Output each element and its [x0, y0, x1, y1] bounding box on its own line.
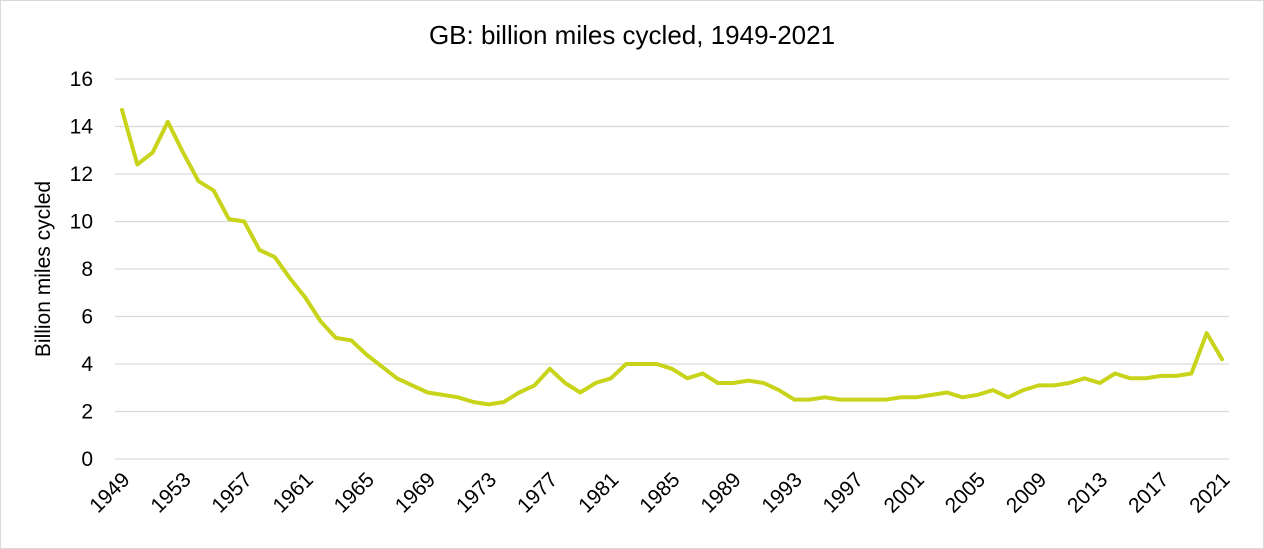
x-tick-label: 1997 — [819, 468, 868, 517]
y-tick-label: 2 — [81, 401, 93, 424]
x-tick-label: 2001 — [880, 468, 929, 517]
y-axis-label: Billion miles cycled — [32, 181, 55, 357]
gridlines — [115, 78, 1229, 460]
chart-title: GB: billion miles cycled, 1949-2021 — [429, 20, 835, 50]
y-tick-label: 0 — [81, 448, 93, 471]
y-tick-label: 14 — [70, 116, 94, 139]
x-tick-label: 1985 — [635, 468, 684, 517]
y-tick-label: 16 — [70, 68, 93, 91]
x-tick-label: 1977 — [513, 468, 562, 517]
y-tick-label: 12 — [70, 163, 93, 186]
x-axis-ticks: 1949 1953 1957 1961 1965 1969 1973 1977 1981 1985… — [85, 468, 1234, 517]
series-line-billion-miles-cycled — [120, 107, 1224, 407]
x-tick-label: 1961 — [269, 468, 318, 517]
y-tick-label: 10 — [70, 211, 93, 234]
x-tick-label: 1989 — [696, 468, 745, 517]
y-tick-label: 6 — [81, 306, 93, 329]
x-tick-label: 1969 — [391, 468, 440, 517]
y-tick-label: 8 — [81, 258, 93, 281]
y-axis-ticks: 0 2 4 6 8 10 12 14 16 — [70, 68, 94, 471]
x-tick-label: 1949 — [85, 468, 134, 517]
x-tick-label: 1981 — [574, 468, 623, 517]
x-tick-label: 1953 — [146, 468, 195, 517]
x-tick-label: 1965 — [330, 468, 379, 517]
x-tick-label: 2017 — [1124, 468, 1173, 517]
x-tick-label: 2021 — [1185, 468, 1234, 517]
x-tick-label: 1957 — [207, 468, 256, 517]
x-tick-label: 1993 — [757, 468, 806, 517]
x-tick-label: 2005 — [941, 468, 990, 517]
x-tick-label: 1973 — [452, 468, 501, 517]
y-tick-label: 4 — [81, 353, 93, 376]
x-tick-label: 2013 — [1063, 468, 1112, 517]
x-tick-label: 2009 — [1002, 468, 1051, 517]
series-layer — [120, 107, 1224, 407]
